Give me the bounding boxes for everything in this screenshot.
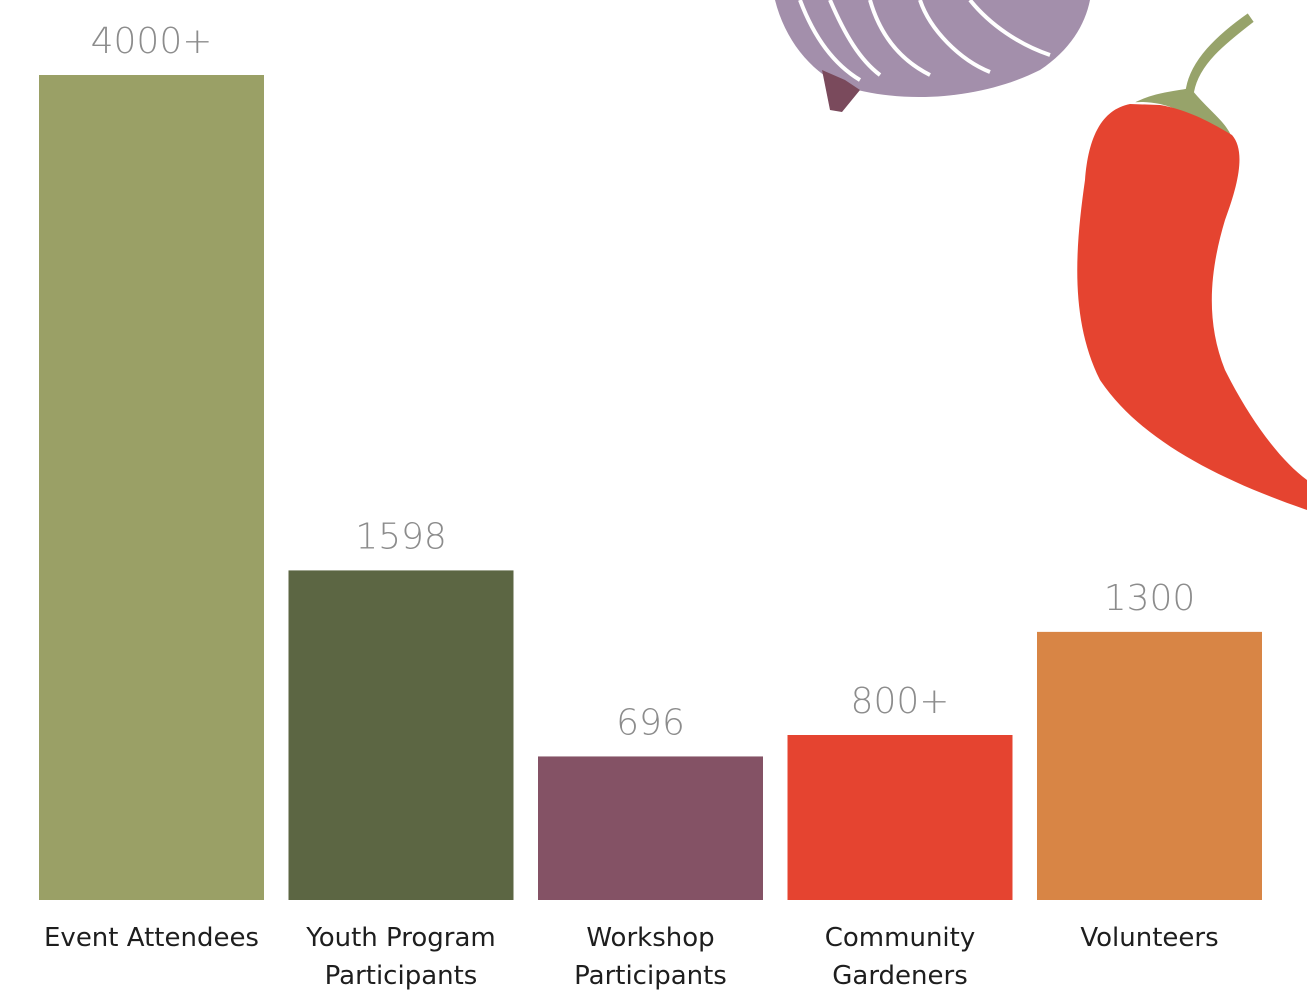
bar [1037,632,1262,900]
value-label: 696 [616,702,685,743]
value-label: 800+ [851,681,950,722]
bar [788,735,1013,900]
value-label: 1598 [355,516,447,557]
category-label: Workshop Participants [531,919,771,993]
bar [39,75,264,900]
bar [289,570,514,900]
value-label: 1300 [1104,578,1196,619]
onion-illustration [775,0,1090,112]
chart: 4000+ 1598 696 800+ 1300 Event AttendeesYout… [0,0,1307,993]
value-label: 4000+ [91,21,213,62]
bar [538,756,763,900]
category-label: Youth Program Participants [281,919,521,993]
pepper-illustration [1077,12,1307,510]
category-label: Community Gardeners [780,919,1020,993]
category-label: Event Attendees [32,919,272,957]
category-label: Volunteers [1030,919,1270,957]
chart-canvas: 4000+ 1598 696 800+ 1300 [0,0,1307,993]
